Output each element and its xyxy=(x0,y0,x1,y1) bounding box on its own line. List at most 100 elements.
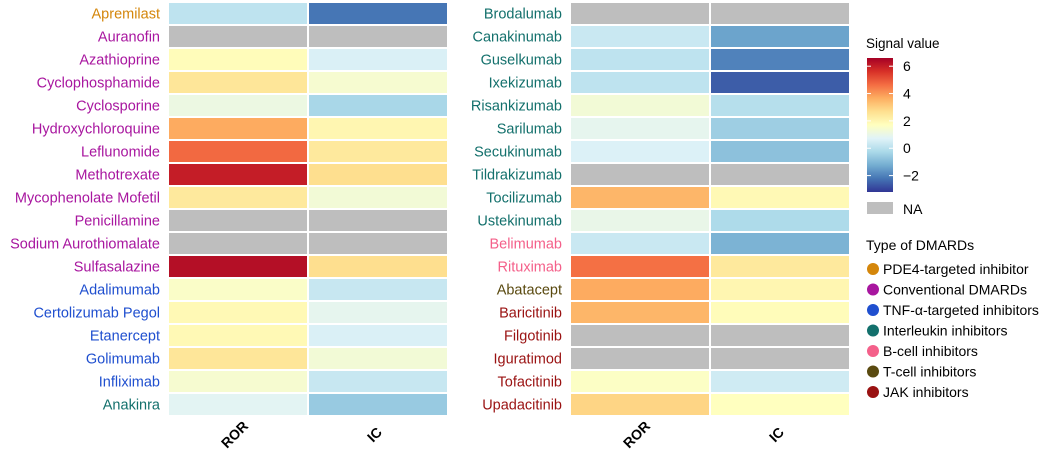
heatmap-cell xyxy=(307,1,449,26)
heatmap-cell xyxy=(569,346,711,371)
group-legend-title: Type of DMARDs xyxy=(866,237,974,253)
colorbar-tick-label: 4 xyxy=(903,86,911,102)
heatmap-cell xyxy=(709,24,851,49)
row-label: Golimumab xyxy=(86,352,160,368)
row-label: Sarilumab xyxy=(497,122,562,138)
group-legend-label: TNF-α-targeted inhibitors xyxy=(883,302,1039,318)
colorbar-tick-label: 2 xyxy=(903,113,911,129)
row-label: Mycophenolate Mofetil xyxy=(15,191,160,207)
heatmap-cell xyxy=(569,369,711,394)
row-label: Guselkumab xyxy=(481,53,562,69)
heatmap-cell xyxy=(167,346,309,371)
group-legend-dot-icon xyxy=(867,365,879,378)
heatmap-cell xyxy=(307,231,449,256)
row-label: Adalimumab xyxy=(79,283,160,299)
colorbar-tick-label: 6 xyxy=(903,58,911,74)
heatmap-cell xyxy=(307,300,449,325)
heatmap-cell xyxy=(569,139,711,164)
heatmap-cell xyxy=(709,93,851,118)
row-label: Cyclophosphamide xyxy=(37,76,160,92)
x-axis-label: IC xyxy=(364,424,385,445)
group-legend-label: PDE4-targeted inhibitor xyxy=(883,261,1029,277)
heatmap-cell xyxy=(167,70,309,95)
row-label: Methotrexate xyxy=(75,168,160,184)
heatmap-cell xyxy=(307,277,449,302)
heatmap-cell xyxy=(167,369,309,394)
heatmap-panel-2: Brodalumab Canakinumab Guselkumab Ixekizuma… xyxy=(471,1,851,451)
heatmap-cell xyxy=(709,323,851,348)
heatmap-cell xyxy=(307,116,449,141)
row-label: Brodalumab xyxy=(484,7,562,23)
heatmap-cell xyxy=(307,392,449,417)
heatmap-cell xyxy=(167,116,309,141)
heatmap-cell xyxy=(709,277,851,302)
row-label: Etanercept xyxy=(90,329,160,345)
heatmap-cell xyxy=(709,231,851,256)
heatmap-cell xyxy=(709,116,851,141)
heatmap-cell xyxy=(167,277,309,302)
row-label: Ixekizumab xyxy=(489,76,562,92)
group-legend-label: B-cell inhibitors xyxy=(883,343,978,359)
colorbar-tick-label: 0 xyxy=(903,140,911,156)
row-label: Certolizumab Pegol xyxy=(33,306,160,322)
heatmap-cell xyxy=(167,1,309,26)
colorbar-tick-label: −2 xyxy=(903,168,919,184)
heatmap-cell xyxy=(569,1,711,26)
na-swatch xyxy=(867,202,893,214)
heatmap-cell xyxy=(307,369,449,394)
heatmap-cell xyxy=(167,231,309,256)
heatmap-cell xyxy=(709,185,851,210)
heatmap-panel-1: Apremilast Auranofin Azathioprine Cyclophos… xyxy=(10,1,449,451)
heatmap-cell xyxy=(709,1,851,26)
heatmap-cell xyxy=(569,208,711,233)
heatmap-cell xyxy=(709,254,851,279)
row-label: Penicillamine xyxy=(75,214,160,230)
heatmap-cell xyxy=(709,208,851,233)
group-legend-label: Conventional DMARDs xyxy=(883,282,1027,298)
heatmap-cell xyxy=(167,47,309,72)
heatmap-cell xyxy=(307,70,449,95)
heatmap-cell xyxy=(307,139,449,164)
row-label: Baricitinib xyxy=(499,306,562,322)
row-label: Tildrakizumab xyxy=(472,168,562,184)
group-legend-dot-icon xyxy=(867,283,879,296)
row-label: Secukinumab xyxy=(474,145,562,161)
heatmap-cell xyxy=(709,162,851,187)
heatmap-cell xyxy=(307,346,449,371)
heatmap-cell xyxy=(167,208,309,233)
row-label: Sodium Aurothiomalate xyxy=(10,237,160,253)
heatmap-cell xyxy=(709,139,851,164)
heatmap-cell xyxy=(167,139,309,164)
heatmap-cell xyxy=(569,392,711,417)
heatmap-cell xyxy=(307,185,449,210)
row-label: Auranofin xyxy=(98,30,160,46)
group-legend-dot-icon xyxy=(867,345,879,357)
heatmap-cell xyxy=(569,47,711,72)
row-label: Canakinumab xyxy=(473,30,562,46)
group-legend-dot-icon xyxy=(867,386,879,398)
row-label: Anakinra xyxy=(103,398,161,414)
group-legend-dot-icon xyxy=(867,304,879,316)
heatmap-cell xyxy=(307,208,449,233)
row-label: Filgotinib xyxy=(504,329,562,345)
heatmap-cell xyxy=(569,323,711,348)
row-label: Leflunomide xyxy=(81,145,160,161)
legend: Signal value 6 4 2 0 −2 NA Type of DMARDs PDE4-t… xyxy=(866,36,1039,400)
heatmap-cell xyxy=(307,93,449,118)
colorbar xyxy=(867,58,893,192)
heatmap-cell xyxy=(569,300,711,325)
row-label: Risankizumab xyxy=(471,99,562,115)
heatmap-cell xyxy=(307,24,449,49)
group-legend-dot-icon xyxy=(867,324,879,337)
heatmap-cell xyxy=(167,24,309,49)
heatmap-cell xyxy=(307,323,449,348)
heatmap-cell xyxy=(569,70,711,95)
row-label: Abatacept xyxy=(497,283,562,299)
heatmap-cell xyxy=(167,93,309,118)
heatmap-cell xyxy=(569,277,711,302)
row-label: Tofacitinib xyxy=(498,375,562,391)
row-label: Sulfasalazine xyxy=(74,260,160,276)
row-label: Ustekinumab xyxy=(477,214,562,230)
heatmap-cell xyxy=(307,162,449,187)
